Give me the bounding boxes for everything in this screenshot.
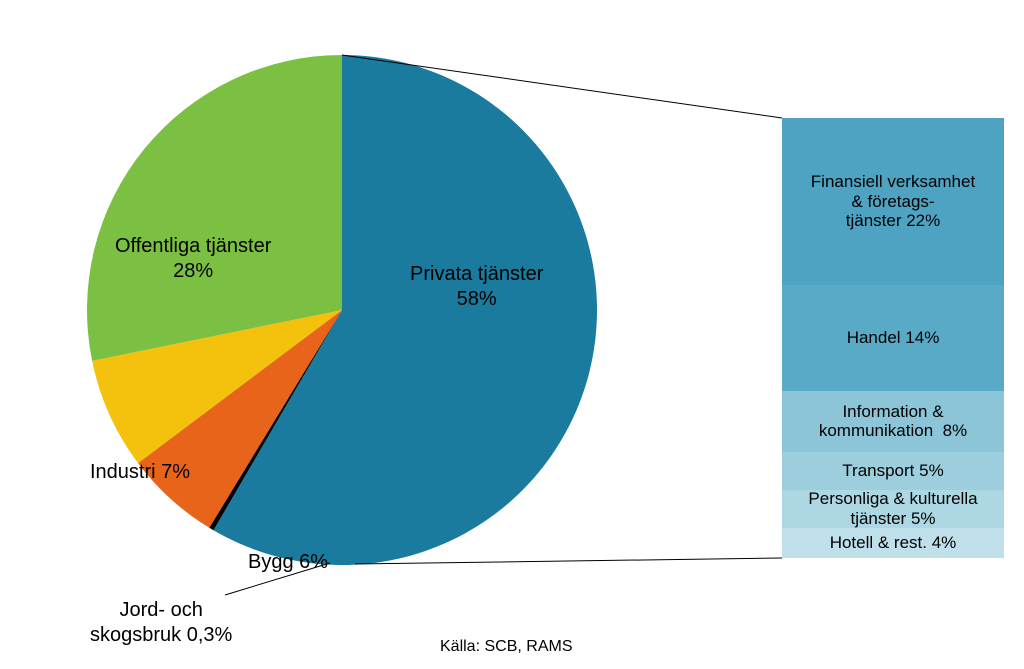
breakdown-row-0: Finansiell verksamhet & företags- tjänst… <box>782 118 1004 285</box>
breakdown-row-3: Transport 5% <box>782 452 1004 490</box>
breakdown-row-2: Information & kommunikation 8% <box>782 391 1004 452</box>
breakdown-row-4: Personliga & kulturella tjänster 5% <box>782 490 1004 528</box>
privata-breakdown-bar: Finansiell verksamhet & företags- tjänst… <box>782 118 1004 558</box>
pie-slice-offentliga <box>87 55 342 361</box>
breakdown-label-3: Transport 5% <box>842 461 943 481</box>
breakdown-label-4: Personliga & kulturella tjänster 5% <box>808 489 977 528</box>
label-industri: Industri 7% <box>90 460 190 485</box>
breakdown-label-2: Information & kommunikation 8% <box>819 402 967 441</box>
breakdown-row-1: Handel 14% <box>782 285 1004 391</box>
source-text: Källa: SCB, RAMS <box>440 638 572 656</box>
breakdown-label-0: Finansiell verksamhet & företags- tjänst… <box>811 172 975 231</box>
breakdown-row-5: Hotell & rest. 4% <box>782 528 1004 558</box>
label-offentliga: Offentliga tjänster 28% <box>115 234 271 284</box>
breakdown-label-5: Hotell & rest. 4% <box>830 533 957 553</box>
label-privata: Privata tjänster 58% <box>410 262 543 312</box>
label-jord: Jord- och skogsbruk 0,3% <box>90 598 232 648</box>
label-bygg: Bygg 6% <box>248 550 328 575</box>
breakdown-label-1: Handel 14% <box>847 328 940 348</box>
